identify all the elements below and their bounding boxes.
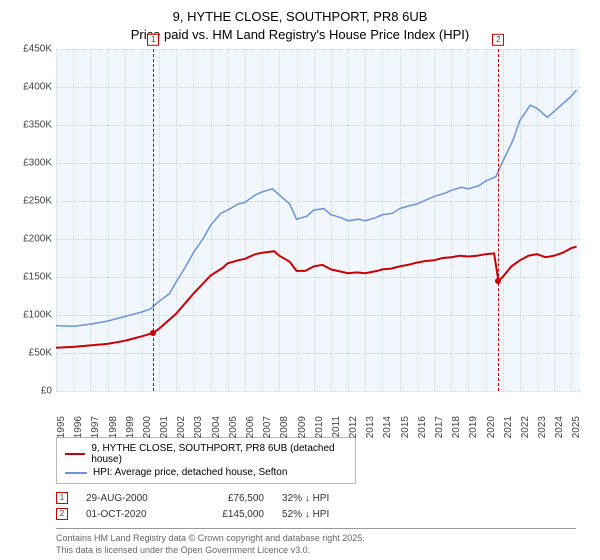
y-tick-label: £200K xyxy=(12,234,52,245)
y-tick-label: £450K xyxy=(12,44,52,55)
marker-dot-2 xyxy=(495,278,501,284)
x-tick-label: 1996 xyxy=(73,416,84,438)
x-tick-label: 2009 xyxy=(297,416,308,438)
marker-box-2: 2 xyxy=(492,34,504,46)
marker-box-1: 1 xyxy=(147,34,159,46)
y-tick-label: £250K xyxy=(12,196,52,207)
event-marker-1: 1 xyxy=(56,492,68,504)
x-tick-label: 2010 xyxy=(314,416,325,438)
legend-swatch-hpi xyxy=(65,472,87,474)
x-tick-label: 2021 xyxy=(503,416,514,438)
event-note-1: 32% ↓ HPI xyxy=(282,493,588,504)
x-tick-label: 2006 xyxy=(245,416,256,438)
legend-swatch-price-paid xyxy=(65,453,85,455)
x-tick-label: 2014 xyxy=(382,416,393,438)
y-tick-label: £400K xyxy=(12,82,52,93)
x-tick-label: 2025 xyxy=(571,416,582,438)
marker-stem-1 xyxy=(153,49,154,391)
x-tick-label: 1998 xyxy=(108,416,119,438)
y-tick-label: £300K xyxy=(12,158,52,169)
marker-dot-1 xyxy=(150,330,156,336)
chart-area: £0 £50K £100K £150K £200K £250K £300K £350K £400… xyxy=(12,49,588,429)
event-price-2: £145,000 xyxy=(194,509,264,520)
legend-item-hpi: HPI: Average price, detached house, Seft… xyxy=(65,466,347,479)
x-tick-label: 2003 xyxy=(193,416,204,438)
y-tick-label: £50K xyxy=(12,348,52,359)
x-tick-label: 1997 xyxy=(90,416,101,438)
y-tick-label: £100K xyxy=(12,310,52,321)
x-tick-label: 2000 xyxy=(142,416,153,438)
x-tick-label: 2002 xyxy=(176,416,187,438)
plot-region: 12 xyxy=(56,49,580,391)
chart-container: 9, HYTHE CLOSE, SOUTHPORT, PR8 6UB Price… xyxy=(0,0,600,560)
x-tick-label: 2024 xyxy=(554,416,565,438)
footer-line-2: This data is licensed under the Open Gov… xyxy=(56,545,588,557)
x-tick-label: 2008 xyxy=(279,416,290,438)
footer-divider xyxy=(56,528,576,529)
x-tick-label: 2013 xyxy=(365,416,376,438)
x-tick-label: 2018 xyxy=(451,416,462,438)
footer: Contains HM Land Registry data © Crown c… xyxy=(56,533,588,556)
x-tick-label: 2001 xyxy=(159,416,170,438)
event-row-1: 1 29-AUG-2000 £76,500 32% ↓ HPI xyxy=(56,490,588,506)
legend: 9, HYTHE CLOSE, SOUTHPORT, PR8 6UB (deta… xyxy=(56,437,356,484)
event-marker-2: 2 xyxy=(56,508,68,520)
x-tick-label: 2022 xyxy=(520,416,531,438)
x-tick-label: 2020 xyxy=(486,416,497,438)
x-tick-label: 2007 xyxy=(262,416,273,438)
x-tick-label: 2005 xyxy=(228,416,239,438)
event-price-1: £76,500 xyxy=(194,493,264,504)
x-tick-label: 2015 xyxy=(400,416,411,438)
y-tick-label: £0 xyxy=(12,386,52,397)
x-tick-label: 2011 xyxy=(331,416,342,438)
x-tick-label: 2016 xyxy=(417,416,428,438)
legend-label-price-paid: 9, HYTHE CLOSE, SOUTHPORT, PR8 6UB (deta… xyxy=(91,443,347,465)
x-tick-label: 2004 xyxy=(211,416,222,438)
events-table: 1 29-AUG-2000 £76,500 32% ↓ HPI 2 01-OCT… xyxy=(56,490,588,522)
marker-stem-2 xyxy=(498,49,499,391)
series-svg xyxy=(56,49,580,391)
x-tick-label: 2012 xyxy=(348,416,359,438)
event-row-2: 2 01-OCT-2020 £145,000 52% ↓ HPI xyxy=(56,506,588,522)
y-tick-label: £150K xyxy=(12,272,52,283)
x-tick-label: 1995 xyxy=(56,416,67,438)
x-tick-label: 1999 xyxy=(125,416,136,438)
legend-label-hpi: HPI: Average price, detached house, Seft… xyxy=(93,467,287,478)
legend-item-price-paid: 9, HYTHE CLOSE, SOUTHPORT, PR8 6UB (deta… xyxy=(65,442,347,466)
event-date-1: 29-AUG-2000 xyxy=(86,493,176,504)
footer-line-1: Contains HM Land Registry data © Crown c… xyxy=(56,533,588,545)
event-note-2: 52% ↓ HPI xyxy=(282,509,588,520)
x-tick-label: 2023 xyxy=(537,416,548,438)
x-tick-label: 2017 xyxy=(434,416,445,438)
y-tick-label: £350K xyxy=(12,120,52,131)
event-date-2: 01-OCT-2020 xyxy=(86,509,176,520)
x-tick-label: 2019 xyxy=(468,416,479,438)
title-line-1: 9, HYTHE CLOSE, SOUTHPORT, PR8 6UB xyxy=(12,8,588,26)
